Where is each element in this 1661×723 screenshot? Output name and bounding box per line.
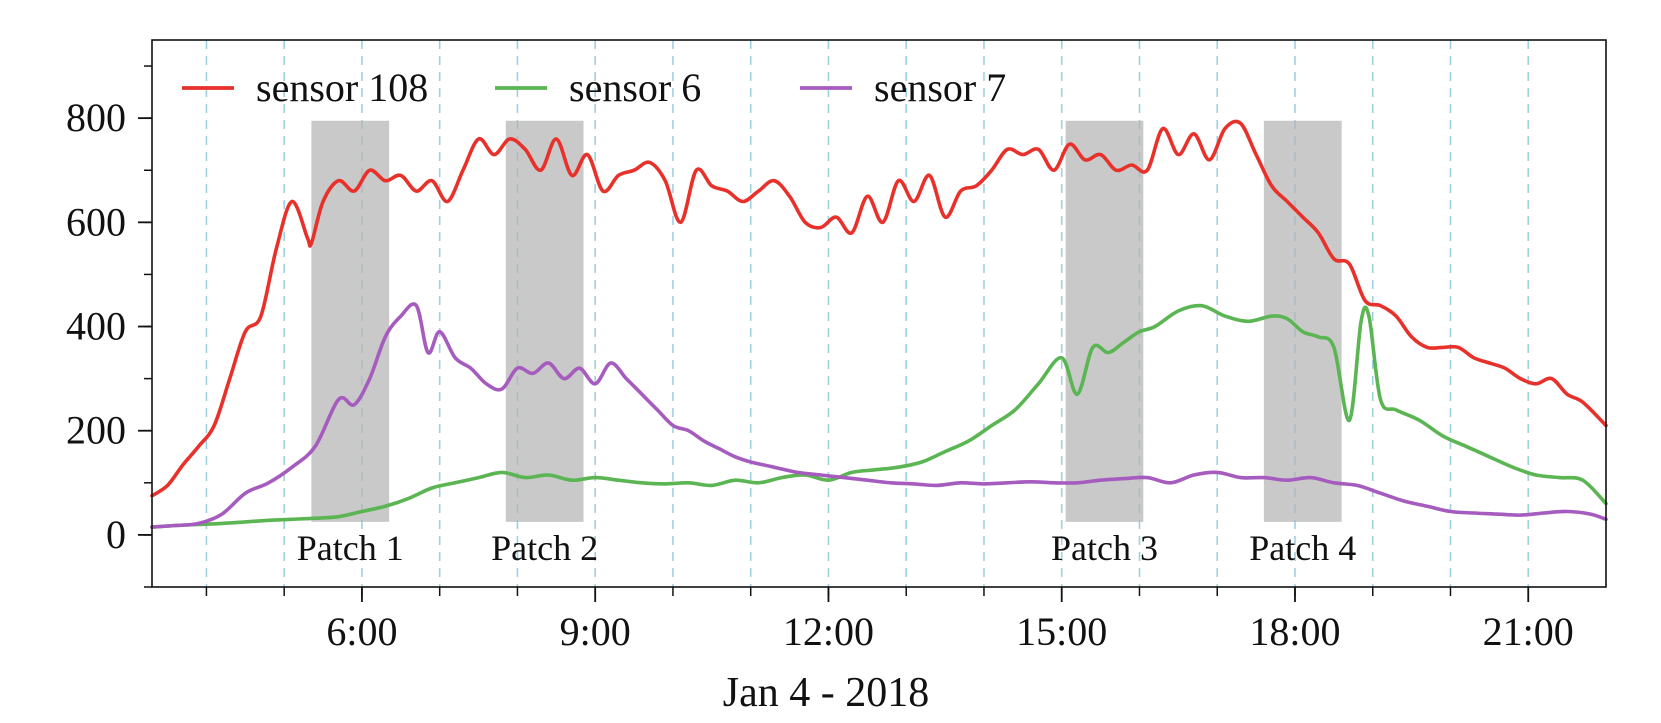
x-tick-label-6: 6:00 bbox=[326, 609, 397, 654]
y-tick-label-0: 0 bbox=[106, 512, 126, 557]
patch-regions bbox=[311, 120, 1342, 522]
patch-label-3: Patch 3 bbox=[1051, 528, 1158, 568]
x-tick-label-18: 18:00 bbox=[1249, 609, 1340, 654]
y-axis: 0 200 400 600 800 bbox=[66, 65, 152, 588]
y-tick-label-400: 400 bbox=[66, 304, 126, 349]
y-tick-label-800: 800 bbox=[66, 95, 126, 140]
legend-label-sensor-7: sensor 7 bbox=[874, 65, 1006, 110]
series-line-sensor-7 bbox=[150, 302, 1608, 529]
legend-label-sensor-108: sensor 108 bbox=[256, 65, 428, 110]
patch-region-4 bbox=[1263, 120, 1342, 522]
x-axis-title: Jan 4 - 2018 bbox=[723, 670, 929, 716]
y-tick-label-200: 200 bbox=[66, 408, 126, 453]
x-axis: 6:00 9:00 12:00 15:00 18:00 21:00 bbox=[205, 587, 1574, 654]
y-tick-label-600: 600 bbox=[66, 199, 126, 244]
x-tick-label-12: 12:00 bbox=[783, 609, 874, 654]
legend-label-sensor-6: sensor 6 bbox=[569, 65, 701, 110]
plot-frame bbox=[151, 39, 1607, 588]
series-line-sensor-108 bbox=[150, 119, 1608, 498]
series-line-sensor-6 bbox=[150, 303, 1608, 529]
patch-region-2 bbox=[505, 120, 584, 522]
patch-label-4: Patch 4 bbox=[1249, 528, 1356, 568]
x-tick-label-15: 15:00 bbox=[1016, 609, 1107, 654]
patch-region-1 bbox=[311, 120, 390, 522]
patch-region-3 bbox=[1065, 120, 1144, 522]
patch-label-1: Patch 1 bbox=[297, 528, 404, 568]
patch-labels: Patch 1 Patch 2 Patch 3 Patch 4 bbox=[297, 528, 1356, 568]
legend: sensor 108 sensor 6 sensor 7 bbox=[182, 65, 1006, 110]
x-tick-label-9: 9:00 bbox=[560, 609, 631, 654]
x-tick-label-21: 21:00 bbox=[1483, 609, 1574, 654]
data-series bbox=[150, 119, 1608, 529]
patch-label-2: Patch 2 bbox=[491, 528, 598, 568]
